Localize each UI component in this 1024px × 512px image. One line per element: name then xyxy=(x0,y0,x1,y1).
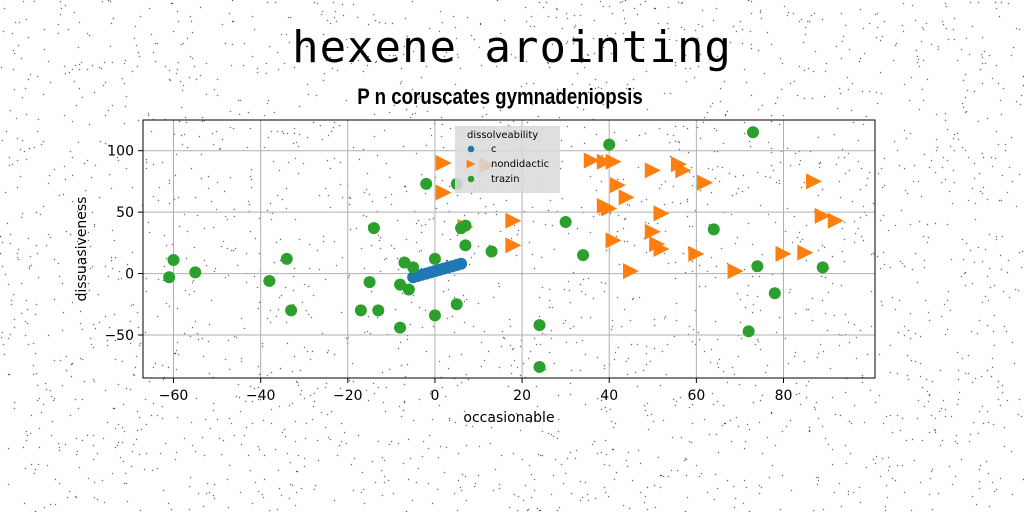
data-point-trazin xyxy=(450,298,463,311)
data-point-nondidactic xyxy=(505,212,522,229)
data-point-trazin xyxy=(189,266,202,279)
x-tick-label: −40 xyxy=(246,388,276,404)
data-point-trazin xyxy=(768,287,781,300)
data-point-trazin xyxy=(751,260,764,273)
data-point-nondidactic xyxy=(653,205,670,222)
data-point-trazin xyxy=(485,245,498,258)
grid-lines xyxy=(143,120,875,378)
x-tick-label: −20 xyxy=(333,388,363,404)
data-point-c xyxy=(455,257,468,270)
data-point-nondidactic xyxy=(583,152,600,169)
data-point-nondidactic xyxy=(688,245,705,262)
data-point-trazin xyxy=(280,252,293,265)
data-point-trazin xyxy=(420,177,433,190)
data-point-nondidactic xyxy=(505,237,522,254)
x-tick-label: 20 xyxy=(513,388,531,404)
data-point-trazin xyxy=(394,321,407,334)
plot-frame xyxy=(142,119,876,379)
data-point-trazin xyxy=(459,219,472,232)
x-tick-label: 40 xyxy=(600,388,618,404)
data-point-nondidactic xyxy=(797,244,814,261)
data-point-trazin xyxy=(402,283,415,296)
axis-ticks: −60 −40 −20 0 20 40 60 80 −50 0 50 100 xyxy=(104,144,792,404)
data-point-trazin xyxy=(407,261,420,274)
y-tick-label: 50 xyxy=(116,205,134,221)
data-point-trazin xyxy=(533,319,546,332)
data-point-trazin xyxy=(816,261,829,274)
data-point-nondidactic xyxy=(596,153,613,170)
data-point-trazin xyxy=(394,278,407,291)
data-point-nondidactic xyxy=(435,184,452,201)
data-point-trazin xyxy=(372,304,385,317)
data-point-trazin xyxy=(398,256,411,269)
data-point-trazin xyxy=(603,138,616,151)
data-point-trazin xyxy=(163,271,176,284)
data-point-nondidactic xyxy=(605,153,622,170)
data-point-nondidactic xyxy=(727,263,744,280)
data-point-trazin xyxy=(354,304,367,317)
x-axis-label: occasionable xyxy=(463,410,554,426)
data-point-nondidactic xyxy=(814,207,831,224)
data-point-trazin xyxy=(367,222,380,235)
data-point-nondidactic xyxy=(775,245,792,262)
data-point-trazin xyxy=(742,325,755,338)
data-point-trazin xyxy=(747,126,759,139)
legend: dissolveability c nondidactic trazin xyxy=(455,126,560,193)
legend-label-nondidactic: nondidactic xyxy=(491,159,549,170)
x-tick-label: 80 xyxy=(775,388,793,404)
data-point-nondidactic xyxy=(653,241,670,257)
data-point-nondidactic xyxy=(435,155,452,171)
legend-marker-nondidactic xyxy=(466,159,476,169)
data-point-nondidactic xyxy=(806,173,822,190)
data-point-trazin xyxy=(707,223,720,236)
x-tick-label: 0 xyxy=(430,388,439,404)
data-point-trazin xyxy=(263,274,276,287)
data-point-nondidactic xyxy=(675,162,692,179)
data-point-nondidactic xyxy=(644,223,661,240)
data-point-trazin xyxy=(428,252,441,265)
data-point-trazin xyxy=(533,360,546,373)
chart-title: hexene arointing xyxy=(292,22,732,73)
legend-marker-c xyxy=(467,145,475,153)
legend-label-c: c xyxy=(491,144,497,155)
data-point-trazin xyxy=(459,239,472,252)
y-axis-label: dissuasiveness xyxy=(74,197,90,302)
data-point-trazin xyxy=(167,254,180,267)
legend-label-trazin: trazin xyxy=(491,174,520,185)
y-tick-label: 0 xyxy=(125,267,134,283)
x-tick-label: −60 xyxy=(159,388,189,404)
legend-marker-trazin xyxy=(467,175,475,183)
data-points xyxy=(163,126,844,373)
data-point-trazin xyxy=(559,215,572,228)
data-point-nondidactic xyxy=(605,232,622,249)
data-point-trazin xyxy=(363,276,376,289)
data-point-nondidactic xyxy=(623,263,639,280)
chart-subtitle: P n coruscates gymnadeniopsis xyxy=(357,84,643,109)
legend-title: dissolveability xyxy=(467,130,538,141)
data-point-nondidactic xyxy=(596,198,613,214)
data-point-trazin xyxy=(577,249,590,262)
data-point-trazin xyxy=(285,304,298,317)
data-point-trazin xyxy=(428,309,441,322)
data-point-nondidactic xyxy=(644,162,661,179)
y-tick-label: 100 xyxy=(107,144,134,160)
data-point-nondidactic xyxy=(827,212,844,229)
y-tick-label: −50 xyxy=(104,328,134,344)
x-tick-label: 60 xyxy=(687,388,705,404)
data-point-nondidactic xyxy=(618,189,635,206)
data-point-nondidactic xyxy=(609,177,626,194)
data-point-nondidactic xyxy=(697,174,714,191)
